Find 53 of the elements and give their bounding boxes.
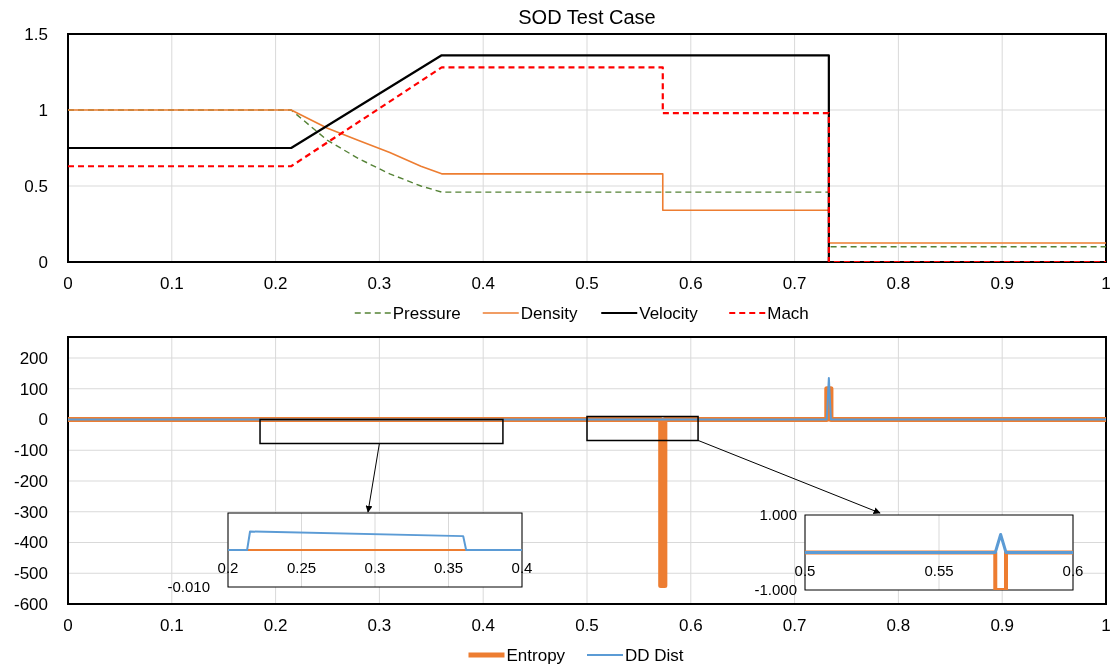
y-tick-label: -200	[13, 471, 48, 491]
x-tick-label: 0	[63, 274, 73, 293]
legend-label: Mach	[767, 303, 809, 323]
x-tick-label: 0.2	[263, 274, 288, 293]
x-tick-label: 0.7	[782, 616, 807, 635]
legend-label: Velocity	[639, 303, 699, 323]
y-tick-label: -100	[13, 441, 48, 461]
annotation: -0.010	[167, 578, 210, 596]
y-tick-label: 100	[19, 379, 48, 399]
y-tick-label: -300	[13, 502, 48, 522]
x-tick-label: 0.4	[471, 274, 496, 293]
y-tick-label: 0	[38, 252, 48, 272]
y-tick-label: 1.000	[759, 506, 797, 524]
x-tick-label: 0.1	[159, 274, 184, 293]
x-tick-label: 0.6	[678, 274, 703, 293]
x-tick-label: 0.9	[990, 616, 1015, 635]
y-tick-label: 1.5	[24, 24, 48, 44]
x-tick-label: 0.7	[782, 274, 807, 293]
x-tick-label: 0.8	[886, 274, 911, 293]
x-tick-label: 0.35	[433, 559, 464, 576]
y-tick-label: 0.5	[24, 176, 48, 196]
y-tick-label: -500	[13, 564, 48, 584]
x-tick-label: 0.2	[263, 616, 288, 635]
x-tick-label: 0.25	[286, 559, 317, 576]
x-tick-label: 1	[1101, 616, 1111, 635]
y-tick-label: 200	[19, 348, 48, 368]
x-tick-label: 0.4	[471, 616, 496, 635]
x-tick-label: 0.4	[511, 559, 533, 576]
x-tick-label: 0.8	[886, 616, 911, 635]
x-tick-label: 0.3	[364, 559, 386, 576]
x-tick-label: 0.3	[367, 616, 392, 635]
x-tick-label: 0	[63, 616, 73, 635]
x-tick-label: 0.3	[367, 274, 392, 293]
chart-title: SOD Test Case	[518, 6, 656, 28]
x-tick-label: 1	[1101, 274, 1111, 293]
legend-label: DD Dist	[625, 645, 684, 665]
x-tick-label: 0.55	[924, 561, 954, 579]
y-tick-label: -400	[13, 533, 48, 553]
legend-label: Entropy	[506, 645, 566, 665]
y-tick-label: -600	[13, 594, 48, 614]
x-tick-label: 0.6	[678, 616, 703, 635]
y-tick-label: 0	[38, 410, 48, 430]
x-tick-label: 0.9	[990, 274, 1015, 293]
legend-label: Pressure	[392, 303, 461, 323]
x-tick-label: 0.5	[575, 274, 599, 293]
x-tick-label: 0.1	[159, 616, 184, 635]
x-tick-label: 0.5	[575, 616, 599, 635]
x-tick-label: 0.2	[217, 559, 239, 576]
y-tick-label: -1.000	[754, 581, 797, 599]
x-tick-label: 0.5	[794, 561, 816, 579]
y-tick-label: 1	[38, 100, 48, 120]
legend-label: Density	[520, 303, 578, 323]
x-tick-label: 0.6	[1062, 561, 1084, 579]
